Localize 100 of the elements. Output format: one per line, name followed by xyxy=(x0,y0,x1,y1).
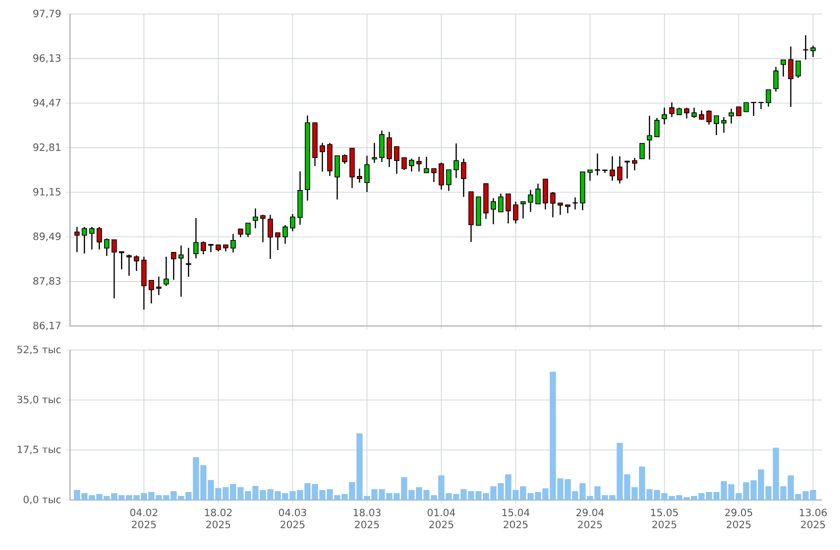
candlestick xyxy=(528,189,534,212)
candlestick xyxy=(810,45,816,58)
candlestick xyxy=(156,276,162,296)
candlestick xyxy=(438,162,444,190)
y-tick-label: 87,83 xyxy=(33,277,60,286)
candlestick xyxy=(260,214,266,243)
x-tick-label: 13.06 2025 xyxy=(800,508,827,528)
y-tick-label: 97,79 xyxy=(33,10,61,18)
candlestick xyxy=(691,107,697,119)
candlestick xyxy=(171,252,176,280)
x-tick-label: 01.04 2025 xyxy=(428,508,456,528)
candlestick xyxy=(460,158,466,198)
candlestick xyxy=(364,155,370,193)
candlestick xyxy=(252,208,258,229)
candlestick xyxy=(282,224,288,244)
candlestick xyxy=(646,115,652,160)
candlestick xyxy=(118,251,124,270)
candlestick xyxy=(535,183,541,204)
candlestick xyxy=(134,254,140,272)
candlestick xyxy=(654,117,660,138)
candlestick xyxy=(379,130,384,163)
candlestick xyxy=(74,226,80,253)
candlestick xyxy=(766,89,772,108)
x-tick-label: 18.03 2025 xyxy=(354,508,380,528)
x-tick-label: 15.05 2025 xyxy=(651,508,678,528)
candlestick xyxy=(624,160,630,180)
candlestick xyxy=(96,226,102,250)
candlestick xyxy=(744,102,749,112)
candlestick xyxy=(320,142,325,172)
candlestick xyxy=(424,156,430,174)
y-tick-label: 89,49 xyxy=(33,232,61,242)
y-tick-label: 94,47 xyxy=(33,98,60,108)
candlestick xyxy=(82,226,88,254)
candlestick xyxy=(342,154,348,164)
candlestick xyxy=(542,178,548,210)
candlestick xyxy=(275,232,280,251)
candlestick xyxy=(416,156,422,172)
candlestick xyxy=(506,193,511,224)
candlestick xyxy=(617,156,622,184)
candlestick xyxy=(372,142,378,164)
candlestick xyxy=(803,34,808,60)
candlestick xyxy=(662,107,667,125)
y-tick-label: 17,5 тыс xyxy=(18,446,61,454)
candlestick xyxy=(706,110,712,126)
candlestick xyxy=(89,226,94,250)
candlestick xyxy=(164,256,169,287)
candlestick xyxy=(714,115,720,136)
candlestick xyxy=(684,107,690,120)
y-tick-label: 91,15 xyxy=(33,188,60,197)
candlestick xyxy=(386,131,392,168)
candlestick xyxy=(402,157,407,171)
candlestick xyxy=(513,201,518,224)
candlestick xyxy=(490,198,496,225)
candlestick xyxy=(796,60,801,78)
candlestick xyxy=(587,169,593,182)
candlestick xyxy=(230,233,236,254)
candlestick xyxy=(356,168,362,184)
y-tick-label: 35,0 тыс xyxy=(17,396,61,404)
candlestick xyxy=(773,66,779,92)
y-tick-label: 96,13 xyxy=(33,54,60,63)
candlestick xyxy=(788,46,794,108)
candlestick xyxy=(193,217,199,259)
candlestick xyxy=(446,169,452,192)
x-tick-label: 29.04 2025 xyxy=(576,508,604,528)
candlestick xyxy=(632,157,638,171)
candlestick xyxy=(669,102,674,118)
x-tick-label: 29.05 2025 xyxy=(725,508,752,528)
candlestick xyxy=(728,108,734,124)
x-tick-label: 15.04 2025 xyxy=(502,508,530,528)
x-tick-label: 04.03 2025 xyxy=(278,508,306,528)
candlestick xyxy=(268,214,273,260)
candlestick xyxy=(698,110,704,120)
candlestick xyxy=(104,238,110,257)
candlestick xyxy=(126,254,132,276)
candlestick xyxy=(610,156,615,182)
candlestick xyxy=(498,193,504,212)
x-tick-label: 18.02 2025 xyxy=(205,508,232,528)
y-tick-label: 52,5 тыс xyxy=(17,346,61,354)
candlestick xyxy=(334,155,340,200)
candlestick xyxy=(721,116,726,134)
candlestick xyxy=(780,59,786,78)
candlestick xyxy=(639,143,645,160)
candlestick xyxy=(558,202,563,216)
y-tick-label: 0,0 тыс xyxy=(24,496,61,504)
candlestick xyxy=(186,247,192,278)
candlestick xyxy=(572,196,578,210)
candlestick xyxy=(408,158,414,172)
candlestick xyxy=(565,204,570,214)
y-tick-label: 92,81 xyxy=(33,143,60,152)
candlestick xyxy=(208,244,214,253)
candlestick xyxy=(148,280,154,304)
candlestick xyxy=(454,142,459,179)
x-tick-label: 04.02 2025 xyxy=(130,508,158,528)
candlestick xyxy=(750,102,756,117)
candlestick xyxy=(112,239,117,299)
candlestick xyxy=(200,240,206,255)
candlestick xyxy=(431,168,437,183)
candlestick xyxy=(245,222,251,238)
y-tick-label: 86,17 xyxy=(33,322,60,330)
candlestick xyxy=(550,191,556,218)
